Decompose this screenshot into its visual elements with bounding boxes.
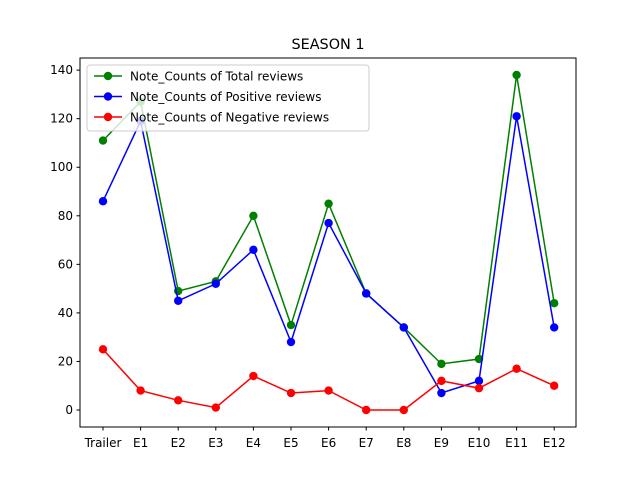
data-point (550, 299, 558, 307)
x-tick-label: E7 (359, 436, 374, 450)
y-tick-label: 140 (50, 63, 73, 77)
x-tick-label: E9 (434, 436, 449, 450)
legend-label: Note_Counts of Positive reviews (130, 90, 322, 104)
data-point (362, 289, 370, 297)
data-point (99, 136, 107, 144)
data-point (212, 403, 220, 411)
y-tick-label: 20 (58, 354, 73, 368)
x-tick-label: E6 (321, 436, 336, 450)
y-tick-label: 40 (58, 306, 73, 320)
data-point (512, 71, 520, 79)
data-point (400, 323, 408, 331)
y-tick-label: 120 (50, 112, 73, 126)
legend-label: Note_Counts of Total reviews (130, 70, 303, 84)
x-tick-label: E8 (396, 436, 411, 450)
x-tick-label: E12 (543, 436, 566, 450)
legend-label: Note_Counts of Negative reviews (130, 111, 329, 125)
x-tick-label: Trailer (84, 436, 122, 450)
x-tick-label: E10 (468, 436, 491, 450)
y-tick-label: 100 (50, 160, 73, 174)
data-point (249, 372, 257, 380)
data-point (512, 112, 520, 120)
y-tick-label: 80 (58, 209, 73, 223)
data-point (550, 382, 558, 390)
legend-marker (104, 113, 112, 121)
data-point (174, 396, 182, 404)
data-point (174, 297, 182, 305)
legend: Note_Counts of Total reviews Note_Counts … (87, 65, 369, 131)
data-point (475, 377, 483, 385)
x-tick-label: E1 (133, 436, 148, 450)
data-point (475, 384, 483, 392)
x-tick-label: E2 (171, 436, 186, 450)
data-point (287, 338, 295, 346)
data-point (212, 280, 220, 288)
data-point (362, 406, 370, 414)
x-tick-label: E11 (505, 436, 528, 450)
x-tick-label: E3 (208, 436, 223, 450)
data-point (136, 386, 144, 394)
data-point (437, 377, 445, 385)
data-point (324, 219, 332, 227)
data-point (249, 212, 257, 220)
data-point (512, 365, 520, 373)
chart-title: SEASON 1 (291, 37, 364, 53)
data-point (550, 323, 558, 331)
x-tick-label: E5 (283, 436, 298, 450)
data-point (249, 246, 257, 254)
y-tick-label: 0 (65, 403, 73, 417)
data-point (437, 360, 445, 368)
data-point (99, 197, 107, 205)
data-point (437, 389, 445, 397)
legend-marker (104, 92, 112, 100)
data-point (400, 406, 408, 414)
data-point (287, 321, 295, 329)
x-tick-label: E4 (246, 436, 261, 450)
data-point (324, 386, 332, 394)
y-tick-label: 60 (58, 257, 73, 271)
data-point (324, 199, 332, 207)
data-point (287, 389, 295, 397)
data-point (99, 345, 107, 353)
legend-marker (104, 72, 112, 80)
